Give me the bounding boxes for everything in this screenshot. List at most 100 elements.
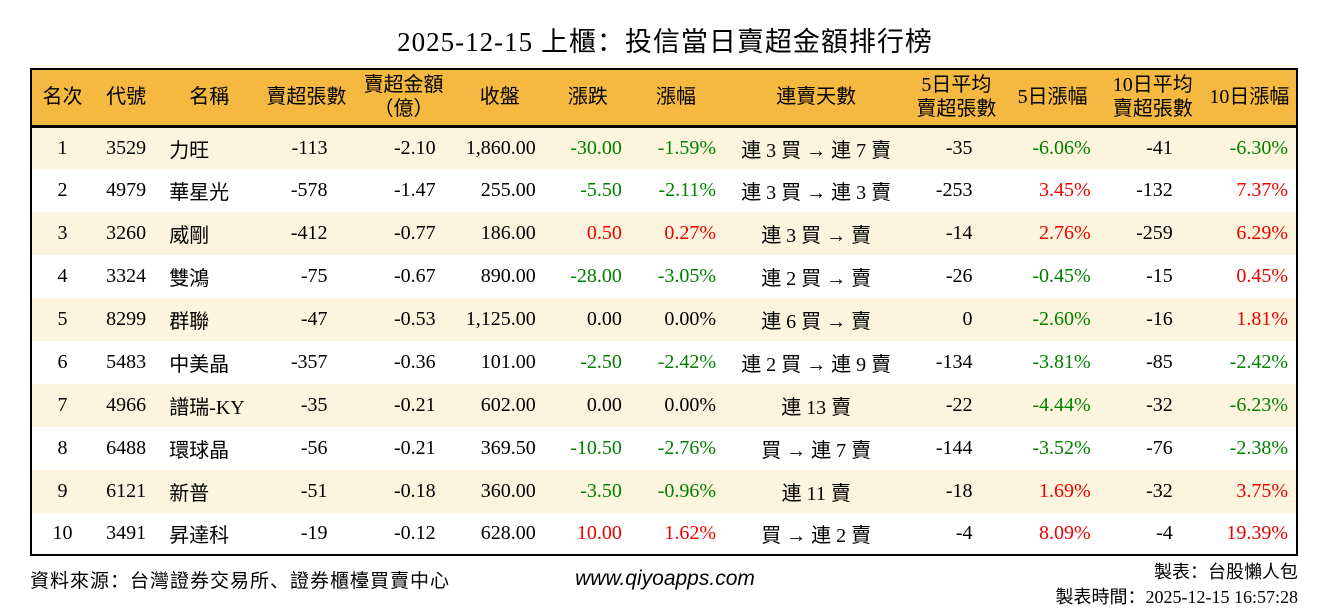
cell-sell_lots: -578: [290, 179, 328, 202]
cell-change_pct: 0.27%: [664, 222, 717, 245]
cell-sell_lots: -56: [300, 436, 328, 459]
cell-streak: 買 → 連 7 賣: [761, 439, 872, 462]
cell-avg5: -18: [945, 479, 973, 502]
cell-streak: 連 11 賣: [781, 482, 851, 505]
cell-sell_lots: -357: [290, 350, 328, 373]
cell-rank: 7: [57, 393, 68, 416]
col-header-change-pct: 漲幅: [629, 69, 723, 128]
cell-streak: 連 6 買 → 賣: [761, 311, 872, 333]
cell-rank: 9: [57, 479, 68, 502]
cell-close: 602.00: [480, 393, 536, 416]
cell-sell_amount: -0.21: [393, 436, 436, 459]
cell-change_pct: 0.00%: [664, 393, 717, 416]
cell-name: 華星光: [169, 182, 230, 205]
cell-change: -30.00: [570, 137, 622, 160]
cell-pct10: 19.39%: [1226, 521, 1288, 544]
cell-avg10: -15: [1146, 265, 1173, 288]
cell-change_pct: -1.59%: [657, 137, 717, 160]
cell-avg10: -32: [1146, 393, 1173, 416]
cell-rank: 4: [57, 265, 68, 288]
table-header-row: 名次 代號 名稱 賣超張數 賣超金額 （億） 收盤 漲跌 漲幅 連賣天數 5日平…: [31, 69, 1297, 128]
cell-name: 譜瑞-KY: [169, 396, 245, 419]
cell-change: -3.50: [580, 479, 622, 502]
table-row: 10 3491 昇達科 -19 -0.12 628.00 10.00 1.62% 買 → 連 2…: [31, 513, 1297, 556]
cell-avg10: -259: [1136, 222, 1173, 245]
cell-pct5: -0.45%: [1032, 265, 1091, 288]
cell-streak: 連 13 賣: [781, 396, 852, 419]
cell-avg5: -22: [945, 393, 973, 416]
cell-streak: 連 3 買 → 連 3 賣: [741, 182, 892, 205]
table-row: 4 3324 雙鴻 -75 -0.67 890.00 -28.00 -3.05% 連 2 買 →…: [31, 255, 1297, 298]
col-header-pct10: 10日漲幅: [1202, 69, 1297, 128]
cell-sell_lots: -113: [291, 137, 328, 160]
cell-change: 0.00: [586, 393, 622, 416]
cell-change: -28.00: [570, 265, 622, 288]
report-credit: 製表：台股懶人包 製表時間：2025-12-15 16:57:28: [1056, 560, 1299, 610]
cell-rank: 8: [57, 436, 68, 459]
cell-change: -2.50: [580, 350, 622, 373]
table-row: 2 4979 華星光 -578 -1.47 255.00 -5.50 -2.11% 連 3 買 …: [31, 169, 1297, 212]
cell-streak: 連 3 買 → 賣: [761, 225, 872, 248]
cell-pct5: -3.81%: [1032, 350, 1091, 373]
cell-change_pct: -2.11%: [658, 179, 717, 202]
cell-close: 186.00: [480, 222, 536, 245]
cell-pct10: -6.23%: [1229, 393, 1288, 416]
cell-pct10: -2.38%: [1229, 436, 1288, 459]
cell-code: 4979: [106, 179, 147, 202]
table-row: 3 3260 威剛 -412 -0.77 186.00 0.50 0.27% 連 3 買 → 賣…: [31, 212, 1297, 256]
cell-change_pct: -2.76%: [657, 436, 717, 459]
cell-sell_amount: -0.53: [393, 308, 436, 330]
cell-sell_lots: -47: [300, 308, 328, 330]
cell-name: 環球晶: [169, 439, 230, 462]
cell-sell_lots: -51: [300, 479, 328, 502]
cell-code: 8299: [106, 308, 147, 330]
cell-name: 中美晶: [169, 353, 230, 376]
website-url: www.qiyoapps.com: [575, 567, 755, 590]
cell-avg10: -16: [1146, 308, 1173, 330]
cell-pct5: -3.52%: [1032, 436, 1091, 459]
cell-sell_lots: -19: [300, 521, 328, 544]
table-body: 1 3529 力旺 -113 -2.10 1,860.00 -30.00 -1.59% 連 3 …: [31, 126, 1297, 556]
cell-change_pct: -2.42%: [657, 350, 717, 373]
report-author: 製表：台股懶人包: [1154, 562, 1298, 582]
col-header-streak: 連賣天數: [722, 69, 911, 128]
cell-change_pct: 0.00%: [664, 308, 717, 330]
cell-change: 10.00: [576, 521, 622, 544]
report-timestamp: 製表時間：2025-12-15 16:57:28: [1055, 586, 1299, 607]
cell-avg10: -132: [1136, 179, 1173, 202]
table-row: 1 3529 力旺 -113 -2.10 1,860.00 -30.00 -1.59% 連 3 …: [31, 126, 1297, 170]
cell-sell_amount: -0.21: [393, 393, 436, 416]
cell-sell_amount: -0.18: [393, 479, 436, 502]
cell-name: 新普: [169, 482, 210, 505]
cell-change_pct: -0.96%: [657, 479, 717, 502]
cell-name: 力旺: [169, 140, 210, 163]
page-title: 2025-12-15 上櫃：投信當日賣超金額排行榜: [397, 27, 933, 57]
cell-avg5: -134: [935, 350, 973, 373]
cell-pct5: 3.45%: [1038, 179, 1091, 202]
cell-sell_lots: -412: [290, 222, 328, 245]
col-header-avg5: 5日平均 賣超張數: [910, 69, 1003, 128]
cell-sell_amount: -1.47: [393, 179, 436, 202]
cell-change_pct: -3.05%: [657, 265, 717, 288]
cell-sell_lots: -75: [300, 265, 328, 288]
table-row: 8 6488 環球晶 -56 -0.21 369.50 -10.50 -2.76% 買 → 連 …: [31, 427, 1297, 470]
col-header-avg10: 10日平均 賣超張數: [1102, 69, 1203, 128]
cell-name: 雙鴻: [169, 268, 210, 291]
cell-avg5: -35: [945, 137, 973, 160]
cell-pct5: 1.69%: [1038, 479, 1091, 502]
cell-pct10: 6.29%: [1236, 222, 1288, 245]
cell-change_pct: 1.62%: [664, 521, 717, 544]
cell-avg10: -76: [1146, 436, 1173, 459]
cell-rank: 2: [57, 179, 68, 202]
cell-pct10: -2.42%: [1229, 350, 1288, 373]
cell-code: 4966: [106, 393, 147, 416]
cell-rank: 10: [52, 521, 73, 544]
cell-code: 3324: [106, 265, 147, 288]
cell-code: 3260: [106, 222, 147, 245]
cell-pct10: 3.75%: [1236, 479, 1288, 502]
cell-pct10: 0.45%: [1236, 265, 1288, 288]
cell-avg5: -26: [945, 265, 973, 288]
col-header-rank: 名次: [31, 69, 94, 128]
cell-streak: 連 2 買 → 賣: [761, 268, 872, 291]
cell-code: 6488: [106, 436, 147, 459]
